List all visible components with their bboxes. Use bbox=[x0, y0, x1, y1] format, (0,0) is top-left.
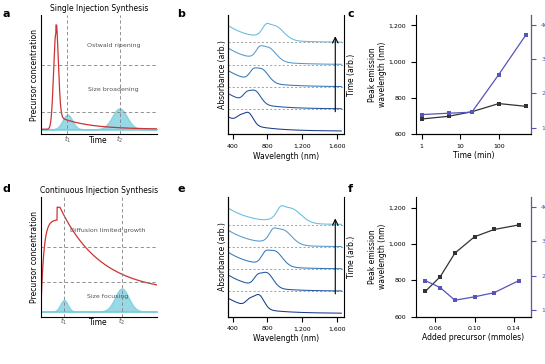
Text: a: a bbox=[3, 9, 10, 19]
Y-axis label: Absorbance (arb.): Absorbance (arb.) bbox=[218, 222, 227, 291]
X-axis label: Time: Time bbox=[89, 136, 108, 145]
Text: e: e bbox=[177, 184, 185, 194]
Text: Ostwald ripening: Ostwald ripening bbox=[87, 43, 141, 48]
Y-axis label: Precursor concentration: Precursor concentration bbox=[31, 211, 39, 303]
Text: Size broadening: Size broadening bbox=[88, 87, 139, 92]
Text: f: f bbox=[348, 184, 353, 194]
Y-axis label: Peak emission
wavelength (nm): Peak emission wavelength (nm) bbox=[367, 224, 387, 289]
Text: Size focusing: Size focusing bbox=[87, 294, 129, 299]
Y-axis label: Absorbance (arb.): Absorbance (arb.) bbox=[218, 40, 227, 109]
X-axis label: Wavelength (nm): Wavelength (nm) bbox=[253, 152, 319, 161]
Y-axis label: Precursor concentration: Precursor concentration bbox=[31, 28, 39, 120]
Y-axis label: Time (arb.): Time (arb.) bbox=[347, 236, 356, 278]
X-axis label: Time: Time bbox=[89, 318, 108, 327]
Title: Continuous Injection Synthesis: Continuous Injection Synthesis bbox=[40, 186, 158, 195]
Text: $t_1$: $t_1$ bbox=[64, 134, 71, 145]
Y-axis label: Time (arb.): Time (arb.) bbox=[347, 54, 356, 96]
Text: $t_1$: $t_1$ bbox=[60, 316, 68, 327]
X-axis label: Added precursor (mmoles): Added precursor (mmoles) bbox=[422, 333, 525, 342]
Text: b: b bbox=[177, 9, 185, 19]
Y-axis label: Peak emission
wavelength (nm): Peak emission wavelength (nm) bbox=[367, 42, 387, 107]
Text: c: c bbox=[348, 9, 354, 19]
Text: $t_2$: $t_2$ bbox=[118, 316, 125, 327]
Text: d: d bbox=[3, 184, 10, 194]
X-axis label: Wavelength (nm): Wavelength (nm) bbox=[253, 334, 319, 343]
Text: Diffusion limited growth: Diffusion limited growth bbox=[70, 228, 146, 233]
Title: Single Injection Synthesis: Single Injection Synthesis bbox=[50, 4, 148, 13]
X-axis label: Time (min): Time (min) bbox=[453, 151, 494, 159]
Text: $t_2$: $t_2$ bbox=[116, 134, 123, 145]
